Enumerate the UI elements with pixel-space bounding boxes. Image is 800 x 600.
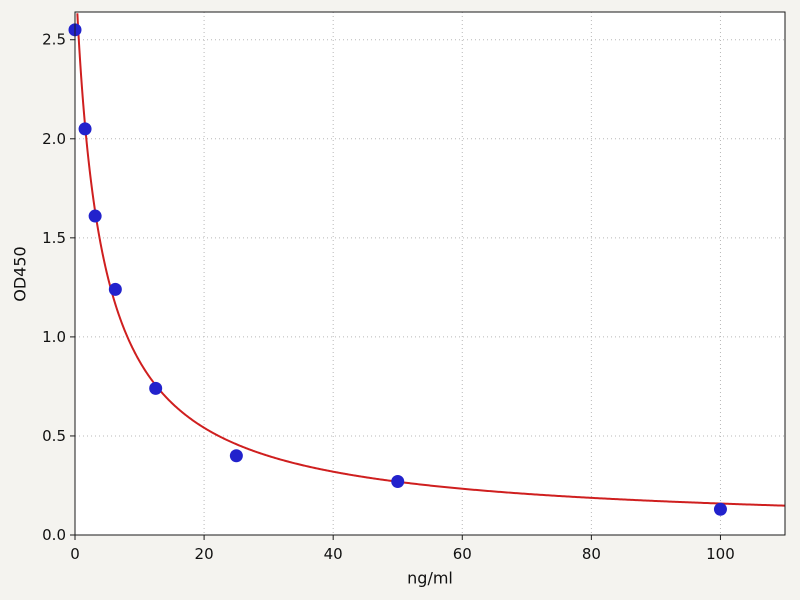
x-tick-label: 60 [453, 545, 472, 563]
fit-curve [76, 13, 786, 507]
data-point [78, 122, 92, 136]
x-axis-label: ng/ml [407, 568, 453, 588]
y-axis-label: OD450 [10, 245, 30, 302]
axes-ticks [70, 39, 721, 540]
data-point [713, 502, 727, 516]
y-tick-label: 1.0 [42, 328, 66, 346]
data-point [229, 449, 243, 463]
y-tick-label: 1.5 [42, 229, 66, 247]
data-point [149, 381, 163, 395]
data-point [88, 209, 102, 223]
x-tick-label: 100 [706, 545, 735, 563]
x-tick-label: 80 [582, 545, 601, 563]
data-point [391, 475, 405, 489]
y-tick-label: 0.5 [42, 427, 66, 445]
x-tick-label: 40 [324, 545, 343, 563]
y-tick-label: 2.0 [42, 130, 66, 148]
data-point [108, 282, 122, 296]
x-tick-label: 20 [195, 545, 214, 563]
tick-labels: 0 20 40 60 80 100 0.0 0.5 1.0 1.5 2.0 2.5 [42, 31, 735, 563]
scatter-series [68, 23, 727, 516]
x-tick-label: 0 [70, 545, 80, 563]
plot-frame [74, 11, 786, 536]
y-tick-label: 0.0 [42, 526, 66, 544]
y-tick-label: 2.5 [42, 31, 66, 49]
plot-area [75, 12, 785, 535]
